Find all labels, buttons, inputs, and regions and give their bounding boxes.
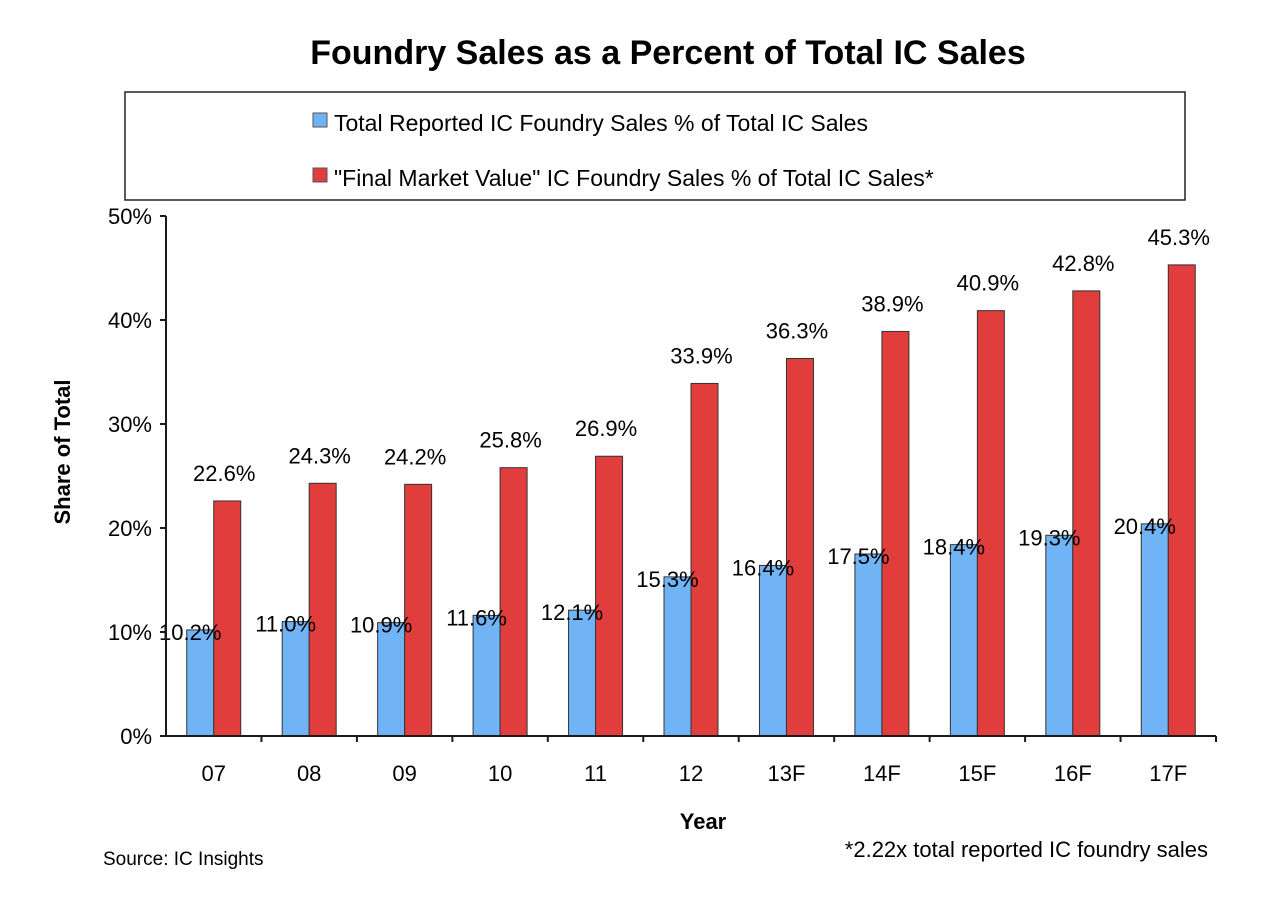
x-category-label: 12 (679, 761, 703, 786)
legend-label-final-market-value: "Final Market Value" IC Foundry Sales % … (334, 165, 934, 191)
data-label-total-reported: 10.2% (159, 620, 221, 645)
bar-final-market-value (595, 455, 624, 737)
bar-total-reported (949, 544, 978, 737)
legend-swatch-total-reported (312, 112, 328, 128)
data-label-final-market-value: 25.8% (479, 428, 541, 453)
data-label-final-market-value: 38.9% (861, 291, 923, 316)
bar-total-reported (1045, 534, 1074, 737)
bar-final-market-value (308, 482, 337, 737)
data-label-final-market-value: 26.9% (575, 416, 637, 441)
bar-total-reported (758, 564, 787, 737)
data-label-total-reported: 20.4% (1114, 514, 1176, 539)
data-label-final-market-value: 42.8% (1052, 251, 1114, 276)
data-label-final-market-value: 36.3% (766, 318, 828, 343)
bar-final-market-value (690, 382, 719, 737)
data-label-total-reported: 17.5% (827, 544, 889, 569)
y-tick-label: 20% (108, 516, 152, 541)
x-category-label: 15F (958, 761, 996, 786)
y-tick-label: 30% (108, 412, 152, 437)
data-label-total-reported: 11.6% (446, 605, 507, 630)
x-category-label: 07 (201, 761, 225, 786)
bar-total-reported (663, 576, 692, 737)
data-label-total-reported: 15.3% (636, 567, 698, 592)
data-label-total-reported: 19.3% (1018, 525, 1080, 550)
x-category-label: 10 (488, 761, 512, 786)
data-label-total-reported: 10.9% (350, 613, 412, 638)
x-category-label: 16F (1054, 761, 1092, 786)
bar-final-market-value (976, 310, 1005, 737)
source-note: Source: IC Insights (103, 849, 264, 870)
x-category-label: 13F (767, 761, 805, 786)
x-category-label: 11 (584, 761, 607, 786)
chart-title: Foundry Sales as a Percent of Total IC S… (310, 34, 1026, 72)
data-label-total-reported: 16.4% (732, 555, 794, 580)
bar-total-reported (1140, 523, 1169, 737)
x-category-label: 09 (392, 761, 416, 786)
bar-final-market-value (499, 467, 528, 737)
y-tick-label: 40% (108, 308, 152, 333)
y-tick-label: 0% (120, 724, 152, 749)
data-label-final-market-value: 33.9% (670, 343, 732, 368)
data-label-final-market-value: 22.6% (193, 461, 255, 486)
bar-final-market-value (213, 500, 242, 737)
data-label-total-reported: 18.4% (923, 535, 985, 560)
bar-final-market-value (1167, 264, 1196, 737)
data-label-final-market-value: 40.9% (957, 271, 1019, 296)
y-tick-label: 50% (108, 204, 152, 229)
x-category-label: 08 (297, 761, 321, 786)
bar-total-reported (281, 621, 310, 737)
data-label-total-reported: 12.1% (541, 600, 603, 625)
bar-final-market-value (404, 483, 433, 737)
data-label-total-reported: 11.0% (255, 612, 316, 637)
footnote: *2.22x total reported IC foundry sales (845, 837, 1208, 862)
data-label-final-market-value: 45.3% (1148, 225, 1210, 250)
bar-total-reported (568, 609, 597, 737)
x-category-label: 14F (863, 761, 901, 786)
x-axis-title: Year (680, 809, 727, 834)
bar-final-market-value (881, 330, 910, 737)
legend-box (124, 91, 1186, 201)
bar-total-reported (854, 553, 883, 737)
data-label-final-market-value: 24.2% (384, 444, 446, 469)
bar-final-market-value (785, 357, 814, 737)
bar-total-reported (186, 629, 215, 737)
x-category-label: 17F (1149, 761, 1187, 786)
legend-label-total-reported: Total Reported IC Foundry Sales % of Tot… (334, 110, 868, 136)
data-label-final-market-value: 24.3% (288, 443, 350, 468)
y-axis-title: Share of Total (50, 379, 75, 524)
legend-swatch-final-market-value (312, 167, 328, 183)
bar-final-market-value (1072, 290, 1101, 737)
bar-total-reported (472, 614, 501, 737)
y-tick-label: 10% (108, 620, 152, 645)
bar-total-reported (377, 622, 406, 737)
